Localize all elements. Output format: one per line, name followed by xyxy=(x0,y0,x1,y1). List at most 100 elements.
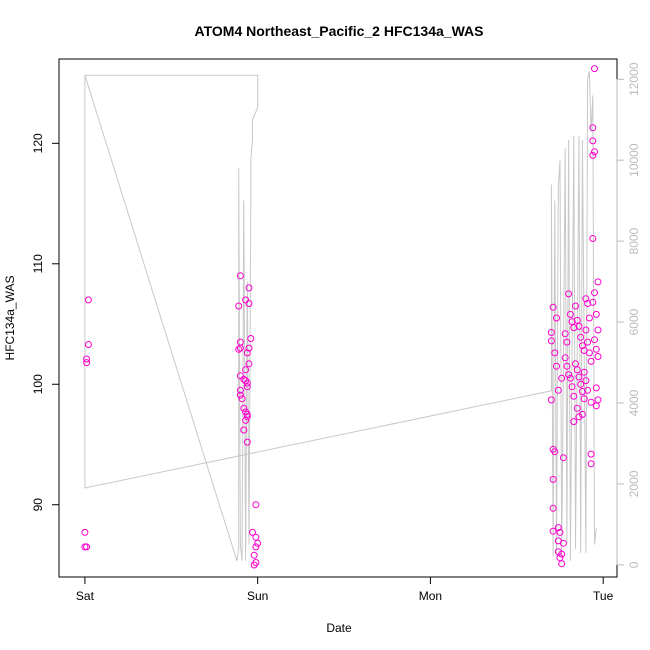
series-lines xyxy=(84,70,597,561)
data-point xyxy=(558,550,566,558)
y2-tick-label: 10000 xyxy=(627,143,641,177)
data-point xyxy=(570,324,578,332)
data-point xyxy=(578,410,586,418)
data-point xyxy=(589,235,597,242)
data-point xyxy=(584,386,592,394)
data-point xyxy=(249,528,256,536)
data-point xyxy=(578,342,586,350)
data-point xyxy=(547,396,555,404)
data-point xyxy=(556,554,564,562)
data-point xyxy=(243,383,251,391)
y2-tick-label: 8000 xyxy=(627,227,641,254)
data-point xyxy=(549,527,557,535)
data-point xyxy=(252,501,260,509)
data-point xyxy=(236,272,244,280)
data-point xyxy=(584,300,592,307)
data-point xyxy=(556,528,564,536)
data-point xyxy=(577,380,585,388)
data-point xyxy=(580,395,588,403)
data-point xyxy=(589,151,597,159)
data-point xyxy=(587,450,595,458)
data-point xyxy=(252,533,260,541)
y-tick-label: 90 xyxy=(31,498,45,512)
data-point xyxy=(582,326,590,334)
data-point xyxy=(573,366,581,374)
x-tick-label: Mon xyxy=(419,589,442,603)
data-point xyxy=(591,65,598,73)
data-point xyxy=(83,355,91,363)
data-point xyxy=(547,337,555,345)
x-axis-label: Date xyxy=(326,621,352,635)
data-point xyxy=(252,543,260,551)
data-point xyxy=(84,341,92,348)
data-point xyxy=(236,344,244,352)
y-tick-label: 120 xyxy=(31,133,45,153)
data-point xyxy=(236,391,244,399)
data-point xyxy=(589,124,597,132)
data-point xyxy=(551,349,559,357)
x-axis: Sat Sun Mon Tue xyxy=(76,576,614,603)
data-point xyxy=(561,330,569,338)
data-point xyxy=(591,336,598,344)
data-point xyxy=(245,360,253,368)
data-point xyxy=(243,438,251,446)
data-point xyxy=(589,298,597,306)
data-point xyxy=(235,345,243,353)
data-point xyxy=(240,426,248,434)
data-point xyxy=(582,377,590,385)
data-point xyxy=(573,404,581,412)
y2-tick-label: 4000 xyxy=(627,389,641,416)
data-point xyxy=(84,296,92,304)
data-point xyxy=(561,354,569,362)
data-point xyxy=(565,371,573,379)
data-point xyxy=(568,383,576,391)
data-point xyxy=(572,302,579,310)
x-tick-label: Tue xyxy=(593,589,614,603)
data-point xyxy=(558,374,566,382)
data-point xyxy=(554,524,562,532)
data-point xyxy=(240,375,248,383)
series-points xyxy=(81,65,602,569)
data-point xyxy=(549,303,557,311)
data-point xyxy=(572,360,579,368)
data-point xyxy=(578,388,586,395)
data-point xyxy=(247,335,255,342)
y-tick-label: 110 xyxy=(31,254,45,273)
data-point xyxy=(243,379,251,387)
data-point xyxy=(575,322,583,330)
data-point xyxy=(565,290,573,298)
chart-title: ATOM4 Northeast_Pacific_2 HFC134a_WAS xyxy=(195,23,484,39)
data-point xyxy=(563,338,571,346)
data-point xyxy=(242,416,250,424)
data-point xyxy=(83,543,91,551)
data-point xyxy=(575,373,583,381)
data-point xyxy=(558,560,566,568)
data-point xyxy=(570,392,578,400)
data-point xyxy=(592,402,600,410)
data-point xyxy=(589,137,597,145)
data-point xyxy=(594,396,602,404)
y-axis-label: HFC134a_WAS xyxy=(3,276,17,361)
y2-tick-label: 6000 xyxy=(627,308,641,335)
data-point xyxy=(250,561,258,569)
data-point xyxy=(587,398,595,406)
y2-tick-label: 0 xyxy=(627,561,641,568)
data-point xyxy=(81,528,89,536)
data-point xyxy=(594,278,602,286)
data-point xyxy=(243,349,251,357)
data-point xyxy=(83,359,91,367)
data-point xyxy=(592,345,600,353)
data-point xyxy=(570,418,578,426)
data-point xyxy=(553,362,560,370)
data-point xyxy=(547,329,555,336)
data-point xyxy=(245,300,253,307)
data-point xyxy=(254,539,262,547)
data-point xyxy=(584,338,592,346)
data-point xyxy=(242,366,250,374)
data-point xyxy=(582,295,590,303)
x-tick-label: Sat xyxy=(76,589,95,603)
data-point xyxy=(592,310,600,318)
data-point xyxy=(587,460,595,468)
data-point xyxy=(551,448,559,456)
